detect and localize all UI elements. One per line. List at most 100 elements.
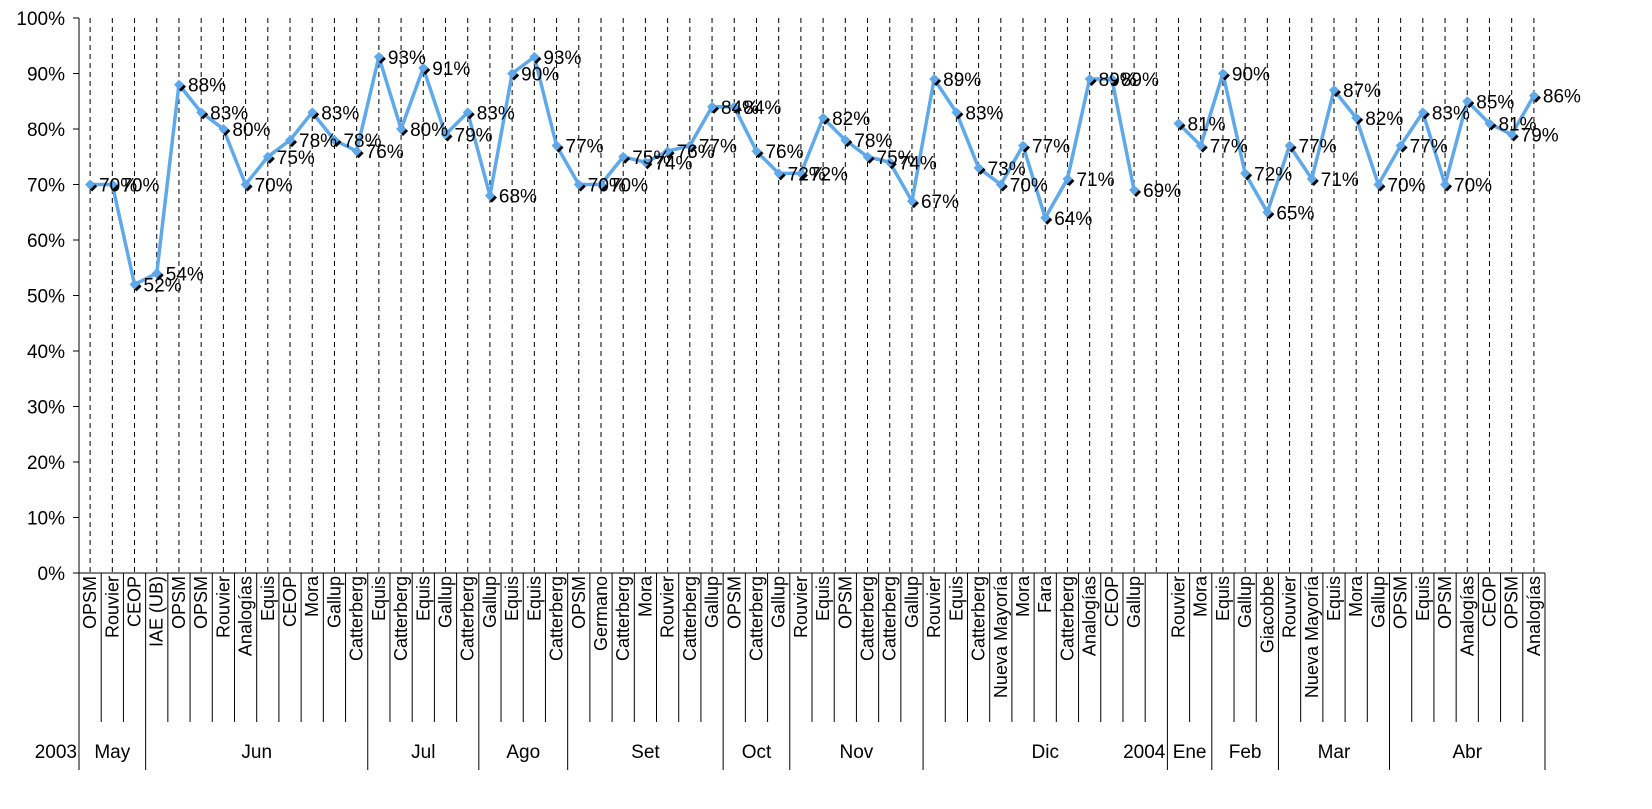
category-label: Gallup xyxy=(902,576,922,628)
data-marker xyxy=(1417,107,1428,118)
category-label: Gallup xyxy=(769,576,789,628)
data-marker xyxy=(107,179,118,190)
category-label: Catterberg xyxy=(680,576,700,661)
y-tick-label: 0% xyxy=(38,564,66,585)
category-label: CEOP xyxy=(125,576,145,627)
data-label: 83% xyxy=(321,103,359,124)
data-label: 93% xyxy=(388,48,426,69)
category-label: Equis xyxy=(946,576,966,621)
data-marker xyxy=(529,51,540,62)
category-label: Catterberg xyxy=(458,576,478,661)
month-label: Set xyxy=(631,742,660,763)
category-label: Catterberg xyxy=(613,576,633,661)
y-tick-label: 100% xyxy=(16,9,65,30)
category-label: Mora xyxy=(1346,575,1366,617)
data-marker xyxy=(573,179,584,190)
data-marker xyxy=(307,107,318,118)
category-label: OPSM xyxy=(1435,576,1455,629)
category-label: Analogías xyxy=(1080,576,1100,656)
data-label: 70% xyxy=(1454,176,1492,197)
category-label: Gallup xyxy=(324,576,344,628)
category-label: CEOP xyxy=(1479,576,1499,627)
data-label: 86% xyxy=(1543,87,1581,108)
data-label: 70% xyxy=(99,176,137,197)
data-label: 77% xyxy=(566,137,604,158)
data-marker xyxy=(507,68,518,79)
category-label: Rouvier xyxy=(658,576,678,638)
data-marker xyxy=(440,129,451,140)
data-label: 69% xyxy=(1143,181,1181,202)
data-label: 54% xyxy=(166,264,204,285)
data-marker xyxy=(684,140,695,151)
series-line-segment xyxy=(90,55,1136,287)
month-label: May xyxy=(94,742,130,763)
category-label: Gallup xyxy=(702,576,722,628)
data-marker xyxy=(1351,112,1362,123)
category-label: OPSM xyxy=(1391,576,1411,629)
data-marker xyxy=(707,101,718,112)
data-marker xyxy=(618,151,629,162)
data-label: 79% xyxy=(1521,126,1559,147)
category-label: Equis xyxy=(1413,576,1433,621)
data-label: 76% xyxy=(677,142,715,163)
data-label: 71% xyxy=(1076,170,1114,191)
data-marker xyxy=(240,179,251,190)
data-marker xyxy=(1084,74,1095,85)
category-label: OPSM xyxy=(569,576,589,629)
data-label: 77% xyxy=(1032,137,1070,158)
month-label: Mar xyxy=(1318,742,1351,763)
category-label: OPSM xyxy=(724,576,744,629)
data-label: 75% xyxy=(877,148,915,169)
data-marker xyxy=(1462,96,1473,107)
data-marker xyxy=(595,179,606,190)
data-label: 82% xyxy=(1365,109,1403,130)
data-label: 76% xyxy=(366,142,404,163)
data-marker xyxy=(396,124,407,134)
category-label: Catterberg xyxy=(391,576,411,661)
category-label: Equis xyxy=(258,576,278,621)
category-label: Rouvier xyxy=(1169,576,1189,638)
category-label: OPSM xyxy=(191,576,211,629)
category-label: Catterberg xyxy=(347,576,367,661)
data-label: 74% xyxy=(899,153,937,174)
category-label: Catterberg xyxy=(858,576,878,661)
data-label: 81% xyxy=(1498,114,1536,135)
data-label: 82% xyxy=(832,109,870,130)
category-label: Mora xyxy=(1013,575,1033,617)
data-marker xyxy=(151,268,162,279)
month-label: Nov xyxy=(840,742,874,763)
data-marker xyxy=(329,135,340,146)
category-label: Gallup xyxy=(436,576,456,628)
data-marker xyxy=(1106,74,1117,85)
axes xyxy=(78,18,1546,770)
month-label: Dic xyxy=(1032,742,1059,763)
data-marker xyxy=(929,74,940,85)
data-marker xyxy=(995,179,1006,190)
month-label: Ago xyxy=(506,742,540,763)
month-label: Abr xyxy=(1452,742,1482,763)
y-tick-label: 80% xyxy=(27,120,65,141)
data-label: 83% xyxy=(965,103,1003,124)
data-marker xyxy=(262,151,273,162)
data-label: 77% xyxy=(1410,137,1448,158)
data-label: 89% xyxy=(1099,70,1137,91)
data-marker xyxy=(373,51,384,62)
data-marker xyxy=(196,107,207,118)
category-label: OPSM xyxy=(80,576,100,629)
data-marker xyxy=(818,112,829,123)
category-label: Mora xyxy=(302,575,322,617)
category-label: Catterberg xyxy=(547,576,567,661)
category-label: Analogías xyxy=(236,576,256,656)
data-label: 77% xyxy=(1299,137,1337,158)
category-label: Catterberg xyxy=(880,576,900,661)
category-label: Equis xyxy=(413,576,433,621)
category-label: Gallup xyxy=(1124,576,1144,628)
data-label: 77% xyxy=(699,137,737,158)
data-label: 76% xyxy=(765,142,803,163)
data-label: 83% xyxy=(210,103,248,124)
data-marker xyxy=(906,196,917,207)
category-label: Gallup xyxy=(1235,576,1255,628)
month-label: Jul xyxy=(411,742,435,763)
data-label: 65% xyxy=(1276,203,1314,224)
data-marker xyxy=(640,157,651,168)
